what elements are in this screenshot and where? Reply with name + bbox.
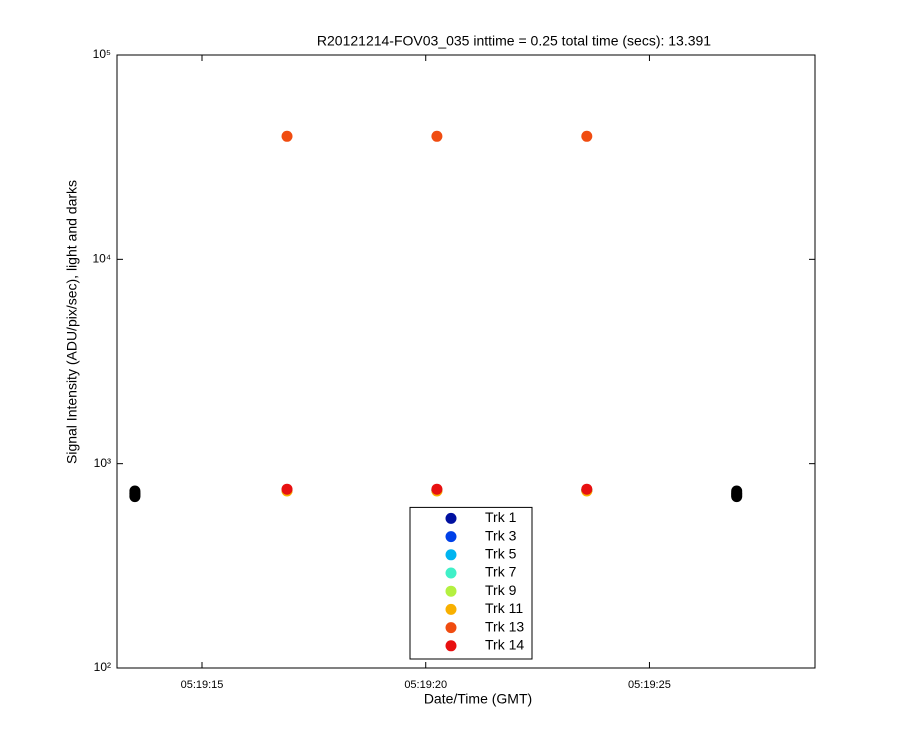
x-tick-label: 05:19:15 bbox=[181, 679, 224, 691]
legend-label: Trk 7 bbox=[485, 564, 517, 580]
legend-label: Trk 14 bbox=[485, 637, 524, 653]
legend-label: Trk 3 bbox=[485, 527, 517, 543]
point bbox=[731, 485, 743, 497]
legend-label: Trk 9 bbox=[485, 582, 517, 598]
y-tick-label: 10⁵ bbox=[93, 47, 111, 61]
point bbox=[281, 130, 293, 142]
legend-marker bbox=[445, 549, 457, 561]
legend-marker bbox=[445, 603, 457, 615]
y-tick-label: 10³ bbox=[94, 456, 111, 470]
point bbox=[581, 130, 593, 142]
legend-label: Trk 11 bbox=[485, 600, 523, 616]
y-tick-label: 10⁴ bbox=[92, 252, 111, 266]
point bbox=[129, 485, 141, 497]
legend-marker bbox=[445, 585, 457, 597]
legend-marker bbox=[445, 512, 457, 524]
legend-marker bbox=[445, 640, 457, 652]
legend-box bbox=[409, 506, 533, 660]
x-axis-label: Date/Time (GMT) bbox=[424, 691, 532, 707]
chart-title: R20121214-FOV03_035 inttime = 0.25 total… bbox=[317, 33, 711, 49]
point bbox=[431, 130, 443, 142]
legend-label: Trk 5 bbox=[485, 546, 517, 562]
y-tick-label: 10² bbox=[94, 660, 111, 674]
legend-marker bbox=[445, 531, 457, 543]
point bbox=[431, 483, 443, 495]
point bbox=[281, 483, 293, 495]
y-axis-label: Signal Intensity (ADU/pix/sec), light an… bbox=[64, 180, 80, 464]
x-tick-label: 05:19:25 bbox=[628, 679, 671, 691]
point bbox=[581, 483, 593, 495]
legend-label: Trk 13 bbox=[485, 618, 524, 634]
x-tick-label: 05:19:20 bbox=[404, 679, 447, 691]
legend-marker bbox=[445, 567, 457, 579]
legend-marker bbox=[445, 622, 457, 634]
legend-label: Trk 1 bbox=[485, 509, 517, 525]
